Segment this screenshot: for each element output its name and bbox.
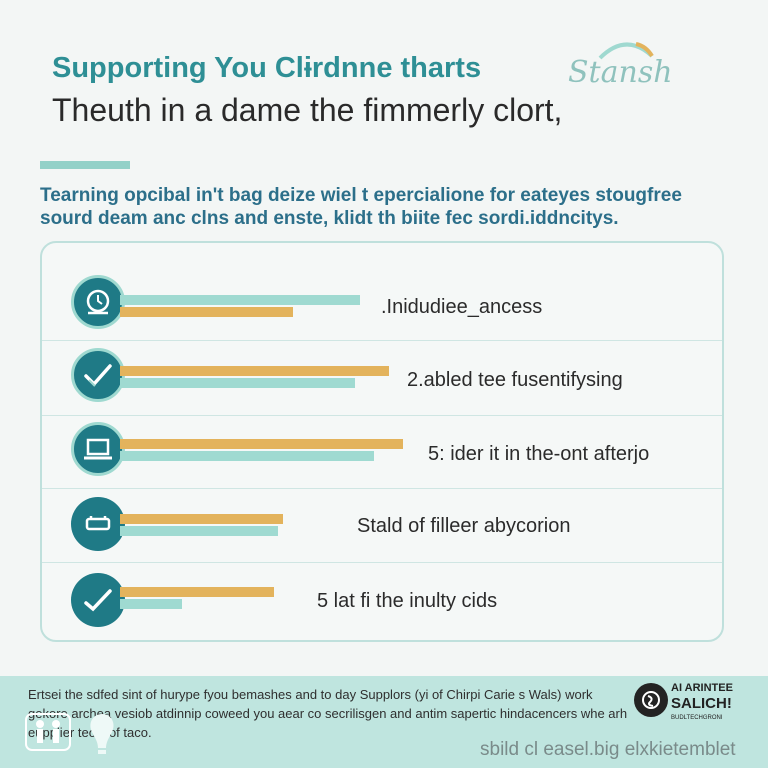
brand-script: Stansh <box>568 55 673 90</box>
bar-row3-series1 <box>120 451 375 461</box>
bar-row4-series1 <box>120 526 279 536</box>
row-separator <box>42 340 722 341</box>
accent-rule <box>40 161 130 169</box>
bar-row2-series1 <box>120 378 356 388</box>
bar-row1-series1 <box>120 295 360 305</box>
checkmark-icon <box>71 573 125 627</box>
row-label-1: .Inidudiee_ancess <box>381 296 543 318</box>
people-icon <box>25 713 71 751</box>
sofa-icon <box>71 497 125 551</box>
page-subtitle: Theuth in a dame the fimmerly clort, <box>52 92 563 128</box>
row-separator <box>42 562 722 563</box>
clock-badge-icon <box>71 275 125 329</box>
brand-tag: BUDLTECHGRONI <box>671 715 723 721</box>
row-label-4: Stald of filleer abycorion <box>357 515 571 537</box>
row-separator <box>42 488 722 489</box>
row-label-3: 5: ider it in the-ont afterjo <box>428 443 650 465</box>
bar-row1-series2 <box>120 307 293 317</box>
bar-row5-series2 <box>120 587 274 597</box>
intro-text: Tearning opcibal in't bag deize wiel t e… <box>40 185 682 229</box>
footer-caption: sbild cl easel.big elxkietemblet <box>480 739 736 760</box>
brand-logo-icon <box>634 683 668 717</box>
page-title: Supporting You Clɨrdnne tharts <box>52 52 482 84</box>
row-label-2: 2.abled tee fusentifysing <box>407 369 623 391</box>
footer-brand: AI ARINTEE SALICH! BUDLTECHGRONI <box>671 681 763 726</box>
row-label-5: 5 lat fi the inulty cids <box>317 590 498 612</box>
bar-row4-series2 <box>120 514 284 524</box>
brand-line-1: AI ARINTEE <box>671 682 733 694</box>
checkmark-icon <box>71 348 125 402</box>
laptop-icon <box>71 422 125 476</box>
bar-row3-series2 <box>120 439 404 449</box>
row-separator <box>42 415 722 416</box>
footer-text: Ertsei the sdfed sint of hurype fyou bem… <box>28 687 628 740</box>
lightbulb-icon <box>90 714 114 754</box>
bar-row2-series2 <box>120 366 389 376</box>
brand-line-2: SALICH! <box>671 695 732 712</box>
brand-arc-icon <box>598 42 654 60</box>
bar-row5-series1 <box>120 599 183 609</box>
